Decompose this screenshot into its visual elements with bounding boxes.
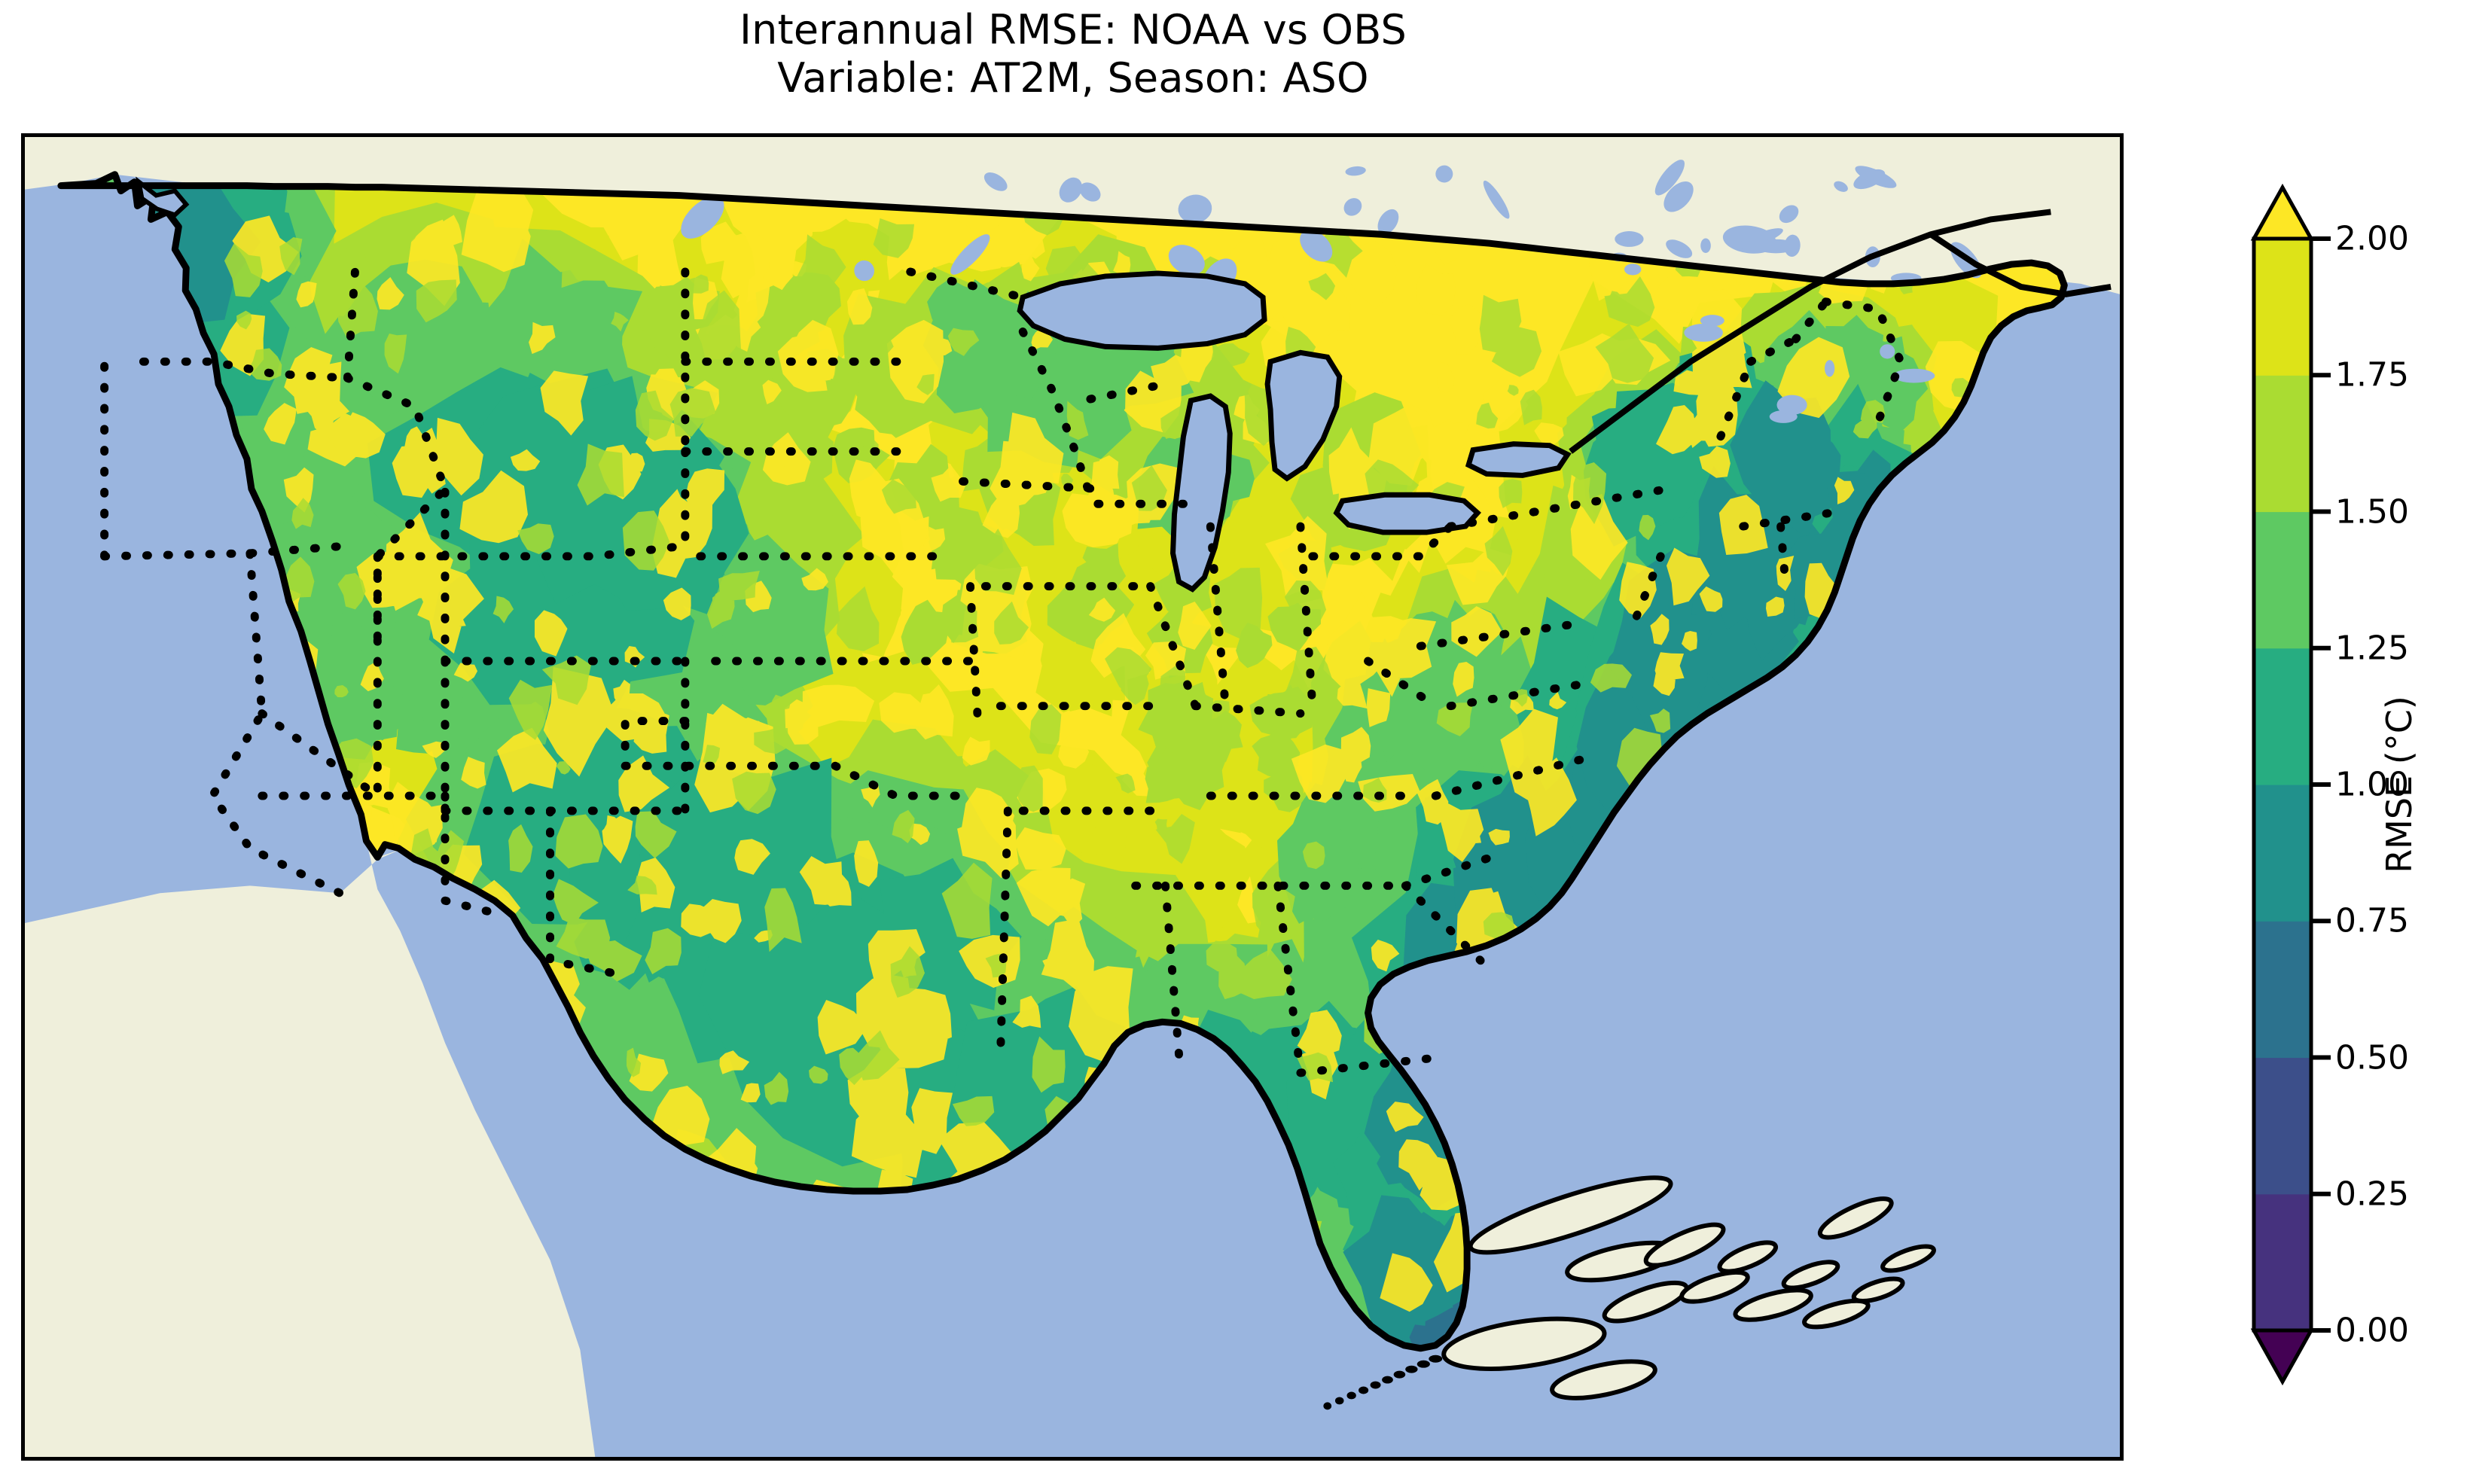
colorbar-band: [2254, 785, 2311, 922]
florida-keys: [1416, 1360, 1430, 1368]
colorbar-tick-label: 0.50: [2335, 1038, 2409, 1077]
florida-keys: [1323, 1402, 1332, 1410]
colorbar-extend-under-arrow: [2250, 1328, 2315, 1386]
florida-keys: [1334, 1397, 1344, 1405]
florida-keys: [1346, 1391, 1356, 1400]
colorbar-tick-label: 1.25: [2335, 629, 2409, 668]
coastline: [57, 171, 2068, 1352]
colorbar-tick-label: 0.25: [2335, 1175, 2409, 1214]
colorbar-band: [2254, 1193, 2311, 1331]
colorbar-tick-label: 0.75: [2335, 901, 2409, 940]
colorbar-tick-label: 1.00: [2335, 765, 2409, 804]
state-borders: [100, 267, 1905, 1077]
lake-shoreline: [1333, 492, 1481, 535]
colorbar-band: [2254, 511, 2311, 649]
florida-keys: [1405, 1365, 1418, 1373]
puget-sound: [136, 176, 190, 218]
colorbar-band: [2254, 1057, 2311, 1195]
colorbar-band: [2254, 921, 2311, 1059]
map-plot-area[interactable]: [21, 133, 2124, 1461]
colorbar-extend-over-arrow: [2250, 183, 2315, 241]
colorbar-tick-label: 2.00: [2335, 219, 2409, 258]
florida-keys: [1359, 1386, 1369, 1394]
colorbar-tick-label: 0.00: [2335, 1311, 2409, 1350]
colorbar-tick-label: 1.75: [2335, 355, 2409, 395]
colorbar[interactable]: 2.00 1.75 1.50 1.25 1.00 0.75 0.50 0.25 0.00: [2250, 183, 2409, 1386]
colorbar-band: [2254, 648, 2311, 785]
colorbar-gradient: [2250, 183, 2331, 1386]
florida-keys: [1370, 1381, 1381, 1389]
canada-coastline: [1929, 231, 2112, 297]
title-line-2: Variable: AT2M, Season: ASO: [777, 53, 1369, 102]
colorbar-tick-label: 1.50: [2335, 492, 2409, 531]
florida-keys: [1382, 1376, 1393, 1384]
florida-keys: [1393, 1370, 1406, 1379]
lake-shoreline: [1170, 393, 1233, 593]
colorbar-band: [2254, 375, 2311, 513]
lake-shoreline: [1017, 270, 1267, 351]
conus-rmse-map: [25, 137, 2120, 1457]
title-line-1: Interannual RMSE: NOAA vs OBS: [739, 6, 1407, 53]
florida-keys: [1429, 1354, 1443, 1363]
lake-shoreline: [1465, 441, 1572, 478]
st-lawrence-river: [1569, 209, 2051, 454]
figure-title: Interannual RMSE: NOAA vs OBS Variable: …: [0, 6, 2146, 102]
colorbar-band: [2254, 239, 2311, 376]
lake-shoreline: [1264, 349, 1343, 482]
great-lakes: [681, 160, 1982, 590]
colorbar-label: RMSE (°C): [2379, 696, 2420, 873]
